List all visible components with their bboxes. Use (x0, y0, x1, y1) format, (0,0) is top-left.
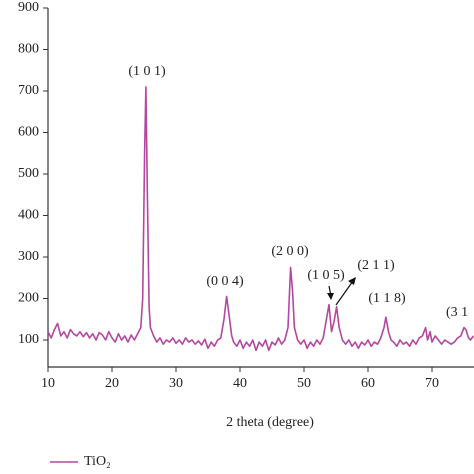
y-tick-label: 200 (18, 291, 39, 306)
y-tick-label: 600 (18, 125, 39, 140)
y-tick-label: 300 (18, 249, 39, 264)
arrow (335, 280, 354, 306)
x-tick-label: 10 (41, 376, 55, 391)
y-tick-label: 500 (18, 166, 39, 181)
y-tick-label: 800 (18, 42, 39, 57)
x-tick-label: 40 (233, 376, 247, 391)
peak-annotation: (0 0 4) (206, 274, 244, 289)
x-tick-label: 30 (169, 376, 183, 391)
data-line (47, 86, 474, 352)
legend-label: TiO₂ (84, 454, 111, 469)
peak-annotation: (1 0 1) (128, 64, 166, 79)
y-tick-label: 900 (18, 0, 39, 15)
x-tick-label: 50 (297, 376, 311, 391)
peak-annotation: (3 1 (446, 305, 468, 320)
y-tick-label: 100 (18, 332, 39, 347)
peak-annotation: (1 0 5) (307, 268, 345, 283)
x-axis-label: 2 theta (degree) (226, 415, 314, 430)
arrowhead (327, 293, 334, 300)
y-tick-label: 700 (18, 83, 39, 98)
x-tick-label: 70 (425, 376, 439, 391)
arrowhead (348, 277, 356, 285)
peak-annotation: (2 1 1) (357, 258, 395, 273)
y-tick-label: 400 (18, 208, 39, 223)
peak-annotation: (1 1 8) (368, 291, 406, 306)
x-tick-label: 20 (105, 376, 119, 391)
x-tick-label: 60 (361, 376, 375, 391)
peak-annotation: (2 0 0) (271, 244, 309, 259)
